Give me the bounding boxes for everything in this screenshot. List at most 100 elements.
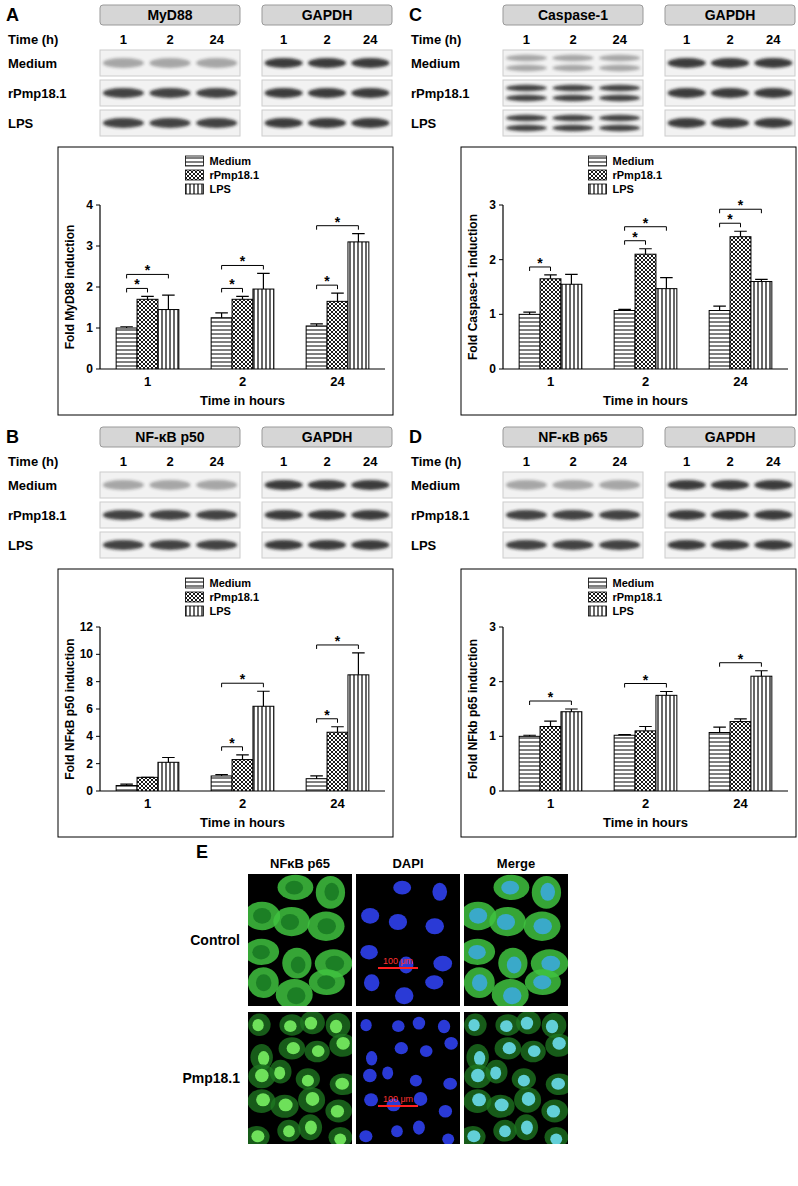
error-bar <box>544 275 557 279</box>
cell-nucleus <box>425 918 444 934</box>
y-tick <box>96 369 100 370</box>
y-tick <box>499 681 503 682</box>
significance-label: * <box>229 276 235 292</box>
blot-strip <box>665 472 795 498</box>
cell-nucleus <box>287 987 306 1004</box>
blot-row-label: Medium <box>8 478 57 493</box>
blot-band <box>754 88 792 98</box>
blot-header <box>503 427 643 447</box>
cell-cytoplasm <box>298 1114 322 1140</box>
legend-swatch <box>186 156 204 166</box>
cell-nucleus <box>413 1017 425 1030</box>
cell-cytoplasm <box>329 1034 352 1057</box>
error-bar <box>713 306 726 310</box>
error-bar <box>352 653 365 675</box>
bar <box>519 314 540 369</box>
error-bar <box>639 249 652 254</box>
legend-label: Medium <box>210 577 252 589</box>
blot-strip <box>503 50 643 76</box>
blot-row-label: rPmp18.1 <box>411 508 470 523</box>
bar <box>211 776 232 791</box>
error-bar <box>257 273 270 289</box>
cell-cytoplasm <box>514 1087 541 1112</box>
error-bar <box>544 721 557 726</box>
blot-band <box>506 85 547 91</box>
blot-row-label: Medium <box>411 56 460 71</box>
cell-nucleus <box>335 1078 349 1090</box>
blot-strip <box>503 110 643 136</box>
cell-cytoplasm <box>514 1114 538 1140</box>
time-label: Time (h) <box>8 32 58 47</box>
blot-band <box>711 480 749 490</box>
blot-band <box>668 88 706 98</box>
blot-band <box>754 58 792 68</box>
x-tick-label: 2 <box>239 374 246 389</box>
blot-band <box>103 118 144 128</box>
blot-band <box>599 480 640 490</box>
error-bar <box>120 327 133 328</box>
y-tick-label: 1 <box>489 307 496 321</box>
cell-cytoplasm <box>276 979 313 1006</box>
legend-swatch <box>186 170 204 180</box>
significance-label: * <box>324 273 330 289</box>
time-tick: 1 <box>120 32 127 47</box>
blot-header <box>262 5 392 25</box>
significance-label: * <box>643 215 649 231</box>
blot-header <box>665 427 795 447</box>
blot-row-label: Medium <box>8 56 57 71</box>
cell-nucleus <box>363 1069 377 1082</box>
cell-nucleus <box>467 1130 480 1142</box>
time-tick: 1 <box>683 32 690 47</box>
plot-area <box>116 653 369 791</box>
cell-cytoplasm <box>316 876 345 909</box>
time-tick: 2 <box>323 454 330 469</box>
scale-bar <box>378 1105 418 1107</box>
blot-row-label: rPmp18.1 <box>8 508 67 523</box>
blot-row-label: rPmp18.1 <box>411 86 470 101</box>
x-tick-label: 1 <box>547 796 554 811</box>
cell-cytoplasm <box>298 1087 325 1112</box>
row-label: Control <box>190 932 240 948</box>
y-tick-label: 8 <box>86 675 93 689</box>
cell-nucleus <box>252 945 270 959</box>
blot-band <box>668 58 706 68</box>
blot-band <box>506 115 547 121</box>
legend-label: Medium <box>210 155 252 167</box>
error-bar <box>215 313 228 318</box>
blot-band <box>506 95 547 101</box>
error-bar <box>236 755 249 760</box>
y-tick-label: 3 <box>489 198 496 212</box>
bar <box>635 254 656 369</box>
cell-cytoplasm <box>325 1099 352 1122</box>
bar <box>137 777 158 791</box>
error-bar <box>141 296 154 299</box>
blot-strip <box>100 110 240 136</box>
plot-area <box>519 231 772 369</box>
cell-nucleus <box>551 1078 565 1090</box>
cell-nucleus <box>533 975 551 989</box>
time-tick: 2 <box>726 454 733 469</box>
blot-band <box>149 480 190 490</box>
legend-label: LPS <box>613 605 634 617</box>
blot-band <box>308 88 346 98</box>
blot-band <box>149 58 190 68</box>
bar <box>232 299 253 369</box>
y-tick-label: 0 <box>489 362 496 376</box>
cell-nucleus <box>253 908 271 924</box>
cell-nucleus <box>281 914 299 930</box>
bar <box>709 733 730 791</box>
blot-band <box>599 115 640 121</box>
time-tick: 24 <box>612 454 627 469</box>
figure: ATime (h)MyD881224GAPDH1224MediumrPmp18.… <box>0 0 798 1186</box>
cell-cytoplasm <box>304 1041 329 1062</box>
x-tick-label: 1 <box>144 374 151 389</box>
column-label: DAPI <box>392 856 423 871</box>
blot-band <box>599 55 640 61</box>
cell-nucleus <box>420 1045 433 1057</box>
cell-nucleus <box>521 1120 533 1134</box>
blot-band <box>351 88 389 98</box>
legend-label: Medium <box>613 577 655 589</box>
time-tick: 1 <box>523 32 530 47</box>
cell-cytoplasm <box>489 907 525 936</box>
cell-nucleus <box>305 1120 317 1134</box>
